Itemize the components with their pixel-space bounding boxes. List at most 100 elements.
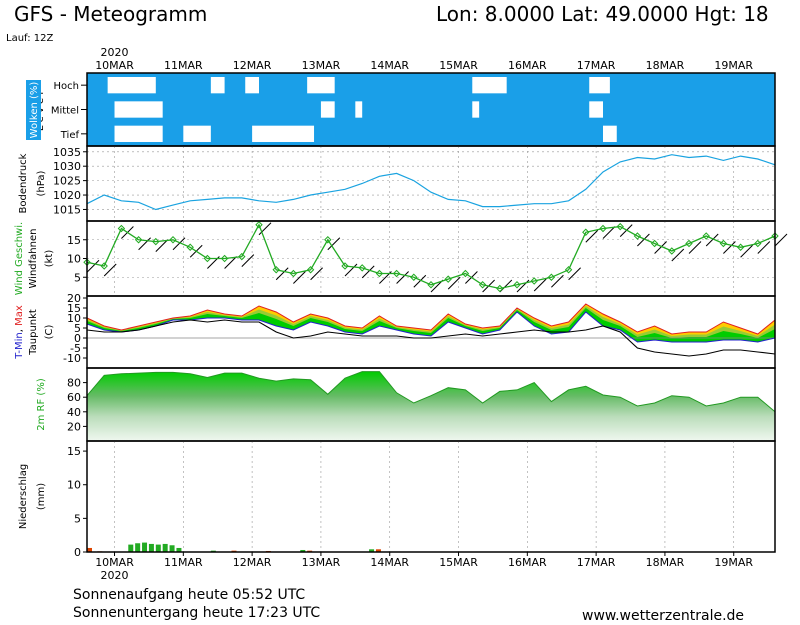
wind-marker [599, 224, 607, 233]
wind-barb [275, 267, 289, 281]
cloud-block [307, 77, 335, 94]
temp-axis-label-part: Max [14, 305, 25, 326]
y-tick-label: 1025 [53, 175, 81, 188]
cloud-block [114, 125, 163, 142]
y-tick-label: 80 [67, 377, 81, 390]
cloud-block [603, 125, 617, 142]
x-tick-label-bottom: 10MAR [95, 556, 134, 569]
y-tick-label: 1035 [53, 146, 81, 159]
wind-barb [637, 233, 650, 247]
time-axis: 10MAR 10MAR 11MAR 11MAR 12MAR 12MAR 13MAR 13MAR… [95, 46, 753, 582]
x-tick-label-bottom: 19MAR [714, 556, 753, 569]
wind-marker [616, 222, 624, 231]
cloud-block [589, 101, 603, 118]
y-tick-label: 10 [67, 253, 81, 266]
x-tick-label-top: 12MAR [233, 59, 272, 72]
precip-bar [169, 545, 175, 552]
wind-barb [619, 224, 633, 237]
x-tick-label-bottom: 13MAR [302, 556, 341, 569]
temp-axis-label: T-Min, Max [14, 305, 25, 360]
model-run-label: Lauf: 12Z [6, 33, 54, 44]
rh-area [87, 371, 775, 441]
y-tick-label: 40 [67, 406, 81, 419]
precip-unit-label: (mm) [36, 483, 47, 510]
x-tick-label-top: 19MAR [714, 59, 753, 72]
cloud-axis-label: Wolken (%) [29, 82, 40, 139]
wind-barb [396, 271, 409, 284]
wind-barb [585, 229, 599, 243]
precip-bar [142, 542, 148, 552]
x-tick-label-bottom: 15MAR [439, 556, 478, 569]
x-tick-label-top: 16MAR [508, 59, 547, 72]
y-tick-label: 10 [67, 479, 81, 492]
cloud-block [245, 77, 259, 94]
y-tick-label: 5 [74, 271, 81, 284]
wind-marker [719, 239, 728, 248]
wind-unit-label: (kt) [44, 250, 55, 268]
wind-barb [602, 226, 616, 239]
location-info: Lon: 8.0000 Lat: 49.0000 Hgt: 18 [436, 2, 769, 26]
wind-marker [685, 239, 693, 248]
cloud-block [355, 101, 363, 118]
wind-barb [774, 233, 788, 247]
wind-barb [568, 267, 581, 281]
y-tick-label: 15 [67, 302, 81, 315]
cloud-block [252, 125, 315, 142]
wind-marker [134, 236, 143, 244]
wind-marker [513, 281, 521, 289]
precip-bar [369, 549, 375, 552]
page-title: GFS - Meteogramm [14, 2, 208, 26]
wind-marker [272, 266, 280, 274]
wind-marker [478, 281, 487, 289]
wind-marker [754, 239, 762, 248]
year-label-top: 2020 [101, 46, 129, 59]
wind-marker [289, 269, 298, 278]
panel-frame [86, 145, 776, 222]
x-tick-label-bottom: 11MAR [164, 556, 203, 569]
wind-barb [241, 254, 255, 267]
rh-line [86, 371, 776, 413]
wind-marker [220, 254, 229, 263]
temp-axis-label-part: T-Min [14, 332, 25, 360]
wind-barb [533, 278, 547, 292]
source-url[interactable]: www.wetterzentrale.de [582, 608, 745, 624]
wind-marker [306, 266, 315, 274]
wind-marker [702, 232, 710, 240]
y-tick-label: 20 [67, 292, 81, 305]
wind-barb [258, 222, 272, 236]
x-tick-label-bottom: 16MAR [508, 556, 547, 569]
wind-marker [169, 236, 177, 244]
wind-speed-line [86, 223, 776, 290]
precip-bar [87, 547, 92, 552]
y-tick-label: -5 [70, 342, 81, 355]
precip-bar [300, 549, 306, 552]
cloud-block [472, 101, 480, 118]
cloud-block [107, 77, 156, 94]
tmin-line [86, 311, 776, 343]
y-tick-label: 1030 [53, 160, 81, 173]
wind-barb [293, 271, 306, 284]
wind-barb [344, 263, 358, 277]
rh-axis-label: 2m RF (%) [36, 378, 47, 431]
x-tick-label-bottom: 14MAR [370, 556, 409, 569]
temp-axis-label-part: , [14, 326, 25, 332]
wind-barb [327, 237, 341, 251]
level-label: Mittel [51, 106, 79, 117]
wind-marker [186, 243, 194, 251]
wind-marker [547, 273, 556, 281]
wind-marker [100, 262, 108, 270]
x-tick-label-bottom: 18MAR [646, 556, 685, 569]
wind-marker [427, 281, 435, 289]
wind-marker [375, 269, 384, 278]
temp-mid-fill [87, 304, 775, 338]
y-tick-label: 1020 [53, 189, 81, 202]
wind-barb [723, 241, 736, 254]
wind-barb [172, 237, 186, 251]
wind-barb [310, 267, 323, 281]
sunrise-text: Sonnenaufgang heute 05:52 UTC [73, 587, 306, 603]
wind-marker [203, 254, 212, 263]
precip-bar [128, 544, 134, 552]
wind-barb [551, 274, 564, 288]
